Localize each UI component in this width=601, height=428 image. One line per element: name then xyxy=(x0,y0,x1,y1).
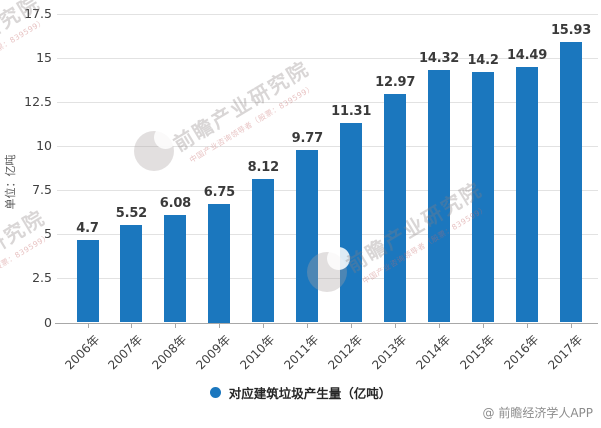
x-tick xyxy=(87,322,89,328)
bar xyxy=(164,215,187,323)
bar-value-label: 8.12 xyxy=(247,160,279,176)
gridline xyxy=(57,146,598,148)
bar-value-label: 14.49 xyxy=(506,48,548,64)
x-tick xyxy=(439,322,441,328)
x-tick-label: 2009年 xyxy=(193,332,234,373)
x-tick xyxy=(307,322,309,328)
gridline xyxy=(57,102,598,104)
bar xyxy=(296,150,319,323)
bar xyxy=(208,203,231,323)
x-tick xyxy=(395,322,397,328)
gridline xyxy=(57,58,598,60)
bar xyxy=(560,41,582,323)
legend: 对应建筑垃圾产生量（亿吨） xyxy=(0,383,601,402)
legend-label: 对应建筑垃圾产生量（亿吨） xyxy=(228,386,392,401)
bar xyxy=(428,70,451,323)
x-tick xyxy=(263,322,265,328)
x-tick-label: 2013年 xyxy=(369,332,410,373)
gridline xyxy=(57,278,598,280)
x-tick-label: 2007年 xyxy=(105,332,146,373)
bar xyxy=(384,93,407,323)
bar-value-label: 14.2 xyxy=(467,53,499,69)
y-tick-label: 12.5 xyxy=(24,94,52,110)
x-tick-label: 2014年 xyxy=(413,332,454,373)
y-tick-label: 2.5 xyxy=(32,270,52,286)
gridline xyxy=(57,190,598,192)
bar-value-label: 11.31 xyxy=(331,104,372,120)
x-tick-label: 2012年 xyxy=(325,332,366,373)
watermark-logo-icon xyxy=(134,126,177,171)
x-tick-label: 2008年 xyxy=(149,332,190,373)
x-axis-line xyxy=(55,322,598,324)
y-tick-label: 7.5 xyxy=(32,182,52,198)
x-tick xyxy=(219,322,221,328)
bar xyxy=(120,225,143,323)
bar xyxy=(252,179,275,323)
bar xyxy=(516,67,538,323)
bar-value-label: 9.77 xyxy=(291,131,323,147)
x-tick xyxy=(527,322,528,328)
bar-value-label: 15.93 xyxy=(550,22,592,38)
y-tick-label: 10 xyxy=(36,138,52,154)
x-tick xyxy=(483,322,485,328)
y-tick-label: 15 xyxy=(36,50,52,66)
bar-value-label: 14.32 xyxy=(419,51,460,67)
bar-value-label: 12.97 xyxy=(375,74,416,90)
legend-marker-icon xyxy=(209,387,221,398)
x-tick-label: 2015年 xyxy=(457,332,498,373)
x-tick xyxy=(131,322,133,328)
x-tick-label: 2011年 xyxy=(281,332,322,373)
x-tick-label: 2017年 xyxy=(545,332,586,373)
x-tick-label: 2010年 xyxy=(237,332,278,373)
x-tick-label: 2016年 xyxy=(501,332,542,373)
y-tick-label: 5 xyxy=(44,226,52,242)
source-credit: @ 前瞻经济学人APP xyxy=(482,406,594,420)
watermark-brand: 前瞻产业研究院 xyxy=(342,177,487,278)
bar xyxy=(76,239,99,323)
bar-value-label: 6.08 xyxy=(159,196,192,212)
y-tick-label: 0 xyxy=(44,314,52,330)
gridline xyxy=(57,14,598,15)
bar xyxy=(340,123,363,323)
bar-value-label: 4.7 xyxy=(76,220,99,236)
gridline xyxy=(57,234,598,236)
y-tick-label: 17.5 xyxy=(24,6,52,21)
x-tick-label: 2006年 xyxy=(61,332,102,373)
x-tick xyxy=(571,322,572,328)
x-tick xyxy=(351,322,353,328)
bar-value-label: 5.52 xyxy=(115,206,148,222)
bar-value-label: 6.75 xyxy=(203,184,236,200)
bar xyxy=(472,72,495,323)
x-tick xyxy=(175,322,177,328)
